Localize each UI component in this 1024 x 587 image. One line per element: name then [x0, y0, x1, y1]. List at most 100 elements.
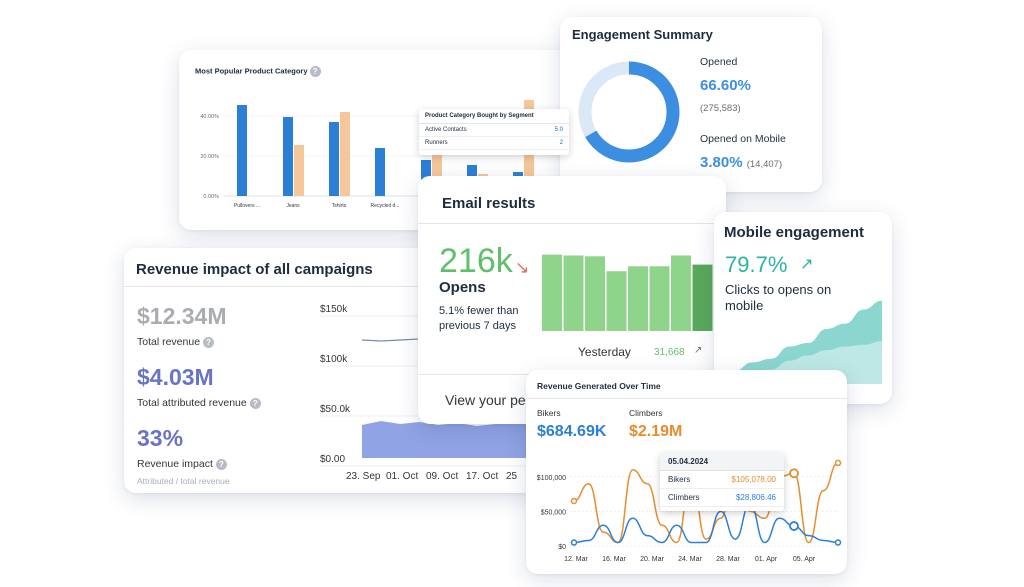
bar	[294, 145, 304, 196]
highlight-point	[789, 521, 799, 531]
y-tick-label: $0.00	[320, 454, 345, 465]
opens-bar-chart	[542, 254, 713, 331]
x-tick-label: 28. Mar	[716, 556, 740, 563]
bar	[606, 271, 627, 331]
x-tick-label: Jeans	[286, 203, 300, 209]
x-tick-label: 24. Mar	[678, 556, 702, 563]
yesterday-count: 31,668	[654, 347, 685, 358]
total-revenue-label-text: Total revenue	[137, 336, 201, 348]
y-tick-label: $0	[558, 544, 566, 551]
tooltip-row-label: Active Contacts	[425, 127, 467, 133]
y-tick-label: $100,000	[537, 475, 566, 482]
revenue-impact-title: Revenue impact of all campaigns	[136, 261, 373, 278]
segment-tooltip: Product Category Bought by Segment Activ…	[419, 109, 569, 155]
revenue-impact-label-text: Revenue impact	[137, 458, 213, 470]
help-icon[interactable]: ?	[215, 458, 227, 470]
divider	[418, 223, 726, 224]
bar	[375, 148, 385, 196]
engagement-donut-chart	[578, 61, 680, 163]
bikers-label: Bikers	[537, 408, 561, 418]
segment-tooltip-title: Product Category Bought by Segment	[419, 109, 569, 124]
tooltip-row-value: $28,806.46	[735, 493, 776, 502]
bar	[563, 255, 584, 331]
view-report-link[interactable]: View your pe	[445, 392, 526, 408]
mobile-engagement-value: 79.7%	[725, 252, 788, 277]
x-tick-label: Recycled d...	[371, 203, 400, 209]
donut-arc-opened	[578, 61, 680, 163]
bar	[585, 256, 605, 331]
tooltip-row-label: Climbers	[668, 493, 700, 502]
y-tick-label: 0.00%	[203, 194, 219, 200]
bar	[237, 105, 247, 196]
line-point	[834, 459, 842, 467]
trend-up-arrow-icon: ↗	[800, 256, 814, 273]
total-revenue-label: Total revenue ?	[137, 336, 214, 348]
popular-category-title: Most Popular Product Category ?	[195, 66, 321, 77]
arrow-up-icon: ↗	[694, 345, 703, 356]
bar	[692, 264, 713, 331]
email-results-title: Email results	[442, 195, 536, 212]
tooltip-date: 05.04.2024	[660, 453, 784, 471]
bar	[671, 255, 691, 331]
x-tick-label: 01. Apr	[755, 556, 778, 563]
highlight-point	[789, 468, 799, 479]
bar	[329, 122, 339, 196]
opened-count: (275,583)	[700, 103, 741, 114]
bar	[432, 140, 442, 196]
bar	[628, 266, 648, 331]
help-icon[interactable]: ?	[202, 336, 214, 348]
y-tick-label: $150k	[320, 304, 348, 315]
x-tick-label: 16. Mar	[602, 556, 626, 563]
y-tick-label: $100k	[320, 354, 348, 365]
revenue-over-time-card: Revenue Generated Over Time Bikers $684.…	[526, 370, 847, 574]
tooltip-row-value: 5.0	[554, 127, 563, 133]
revenue-over-time-chart: $0 $50,000 $100,000 12. Mar 16. Mar 20. Mar 24…	[537, 459, 842, 563]
x-tick-label: 25	[506, 471, 518, 482]
x-tick-label: 20. Mar	[640, 556, 664, 563]
x-tick-label: Tshirts	[332, 203, 347, 209]
mobile-engagement-title: Mobile engagement	[724, 224, 865, 241]
total-revenue-value: $12.34M	[137, 303, 227, 329]
engagement-summary-card: Engagement Summary Opened 66.60% (275,58…	[560, 17, 822, 192]
bikers-value: $684.69K	[537, 423, 607, 440]
opened-mobile-value: 3.80% (14,407)	[700, 154, 782, 171]
popular-category-title-text: Most Popular Product Category	[195, 66, 308, 76]
divider	[526, 398, 847, 399]
tooltip-row: Runners 2	[419, 137, 569, 150]
tooltip-row: Bikers $105,078.00	[660, 471, 784, 489]
tooltip-row-label: Bikers	[668, 475, 691, 484]
opens-value: 216k	[439, 242, 513, 280]
yesterday-label: Yesterday	[578, 345, 631, 359]
x-tick-label: 17. Oct	[466, 471, 498, 482]
revenue-impact-note: Attributed / total revenue	[137, 476, 230, 486]
x-tick-label: 12. Mar	[564, 556, 588, 563]
opened-value: 66.60%	[700, 77, 751, 94]
line-point	[570, 497, 578, 505]
opened-label: Opened	[700, 56, 738, 68]
attributed-revenue-label-text: Total attributed revenue	[137, 397, 247, 409]
bar	[542, 254, 562, 331]
divider	[124, 286, 542, 287]
y-tick-label: $50.0k	[320, 404, 351, 415]
opens-description: 5.1% fewer than previous 7 days	[439, 305, 519, 332]
help-icon[interactable]: ?	[309, 66, 321, 77]
revenue-impact-value: 33%	[137, 425, 184, 451]
tooltip-row-value: 2	[559, 140, 563, 146]
attributed-revenue-label: Total attributed revenue ?	[137, 397, 261, 409]
tooltip-row-value: $105,078.00	[731, 475, 777, 484]
bar	[283, 117, 293, 196]
opened-mobile-label: Opened on Mobile	[700, 133, 786, 145]
area-series	[362, 421, 534, 458]
bar	[649, 266, 670, 331]
opened-mobile-count: (14,407)	[746, 159, 783, 170]
bar	[340, 112, 350, 196]
help-icon[interactable]: ?	[249, 397, 261, 409]
x-tick-label: 23. Sep	[346, 471, 381, 482]
tooltip-row: Active Contacts 5.0	[419, 124, 569, 137]
revenue-impact-label: Revenue impact ?	[137, 458, 227, 470]
trend-down-arrow-icon: ↘	[515, 258, 530, 277]
line-point	[570, 539, 578, 546]
date-tooltip: 05.04.2024 Bikers $105,078.00 Climbers $28…	[660, 453, 784, 511]
climbers-label: Climbers	[629, 408, 663, 418]
engagement-summary-title: Engagement Summary	[572, 27, 713, 42]
